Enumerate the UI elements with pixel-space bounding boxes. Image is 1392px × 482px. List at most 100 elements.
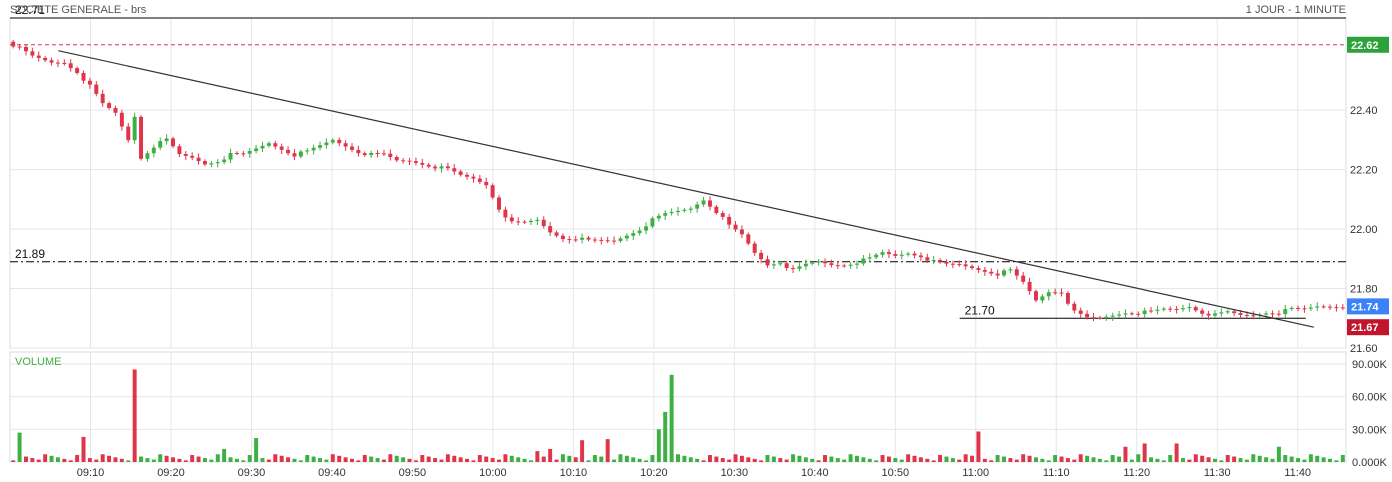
candle-body bbox=[1097, 317, 1102, 319]
volume-bar bbox=[1161, 460, 1166, 462]
volume-bar bbox=[541, 456, 546, 462]
candle-body bbox=[567, 239, 572, 241]
level-line-label: 21.89 bbox=[15, 247, 45, 261]
volume-bar bbox=[528, 460, 533, 462]
candle-body bbox=[605, 240, 610, 242]
volume-bar bbox=[1187, 459, 1192, 462]
volume-bar bbox=[337, 455, 342, 462]
volume-bar bbox=[803, 457, 808, 462]
candle-body bbox=[356, 149, 361, 154]
candle-body bbox=[1206, 313, 1211, 316]
volume-bar bbox=[177, 458, 182, 462]
volume-bar bbox=[381, 459, 386, 462]
volume-bar bbox=[503, 454, 508, 462]
volume-bar bbox=[356, 460, 361, 462]
volume-bar bbox=[107, 455, 112, 462]
volume-bar bbox=[931, 460, 936, 462]
x-tick-label: 09:50 bbox=[399, 467, 427, 479]
volume-bar bbox=[592, 455, 597, 462]
candle-body bbox=[381, 153, 386, 155]
volume-bar bbox=[171, 457, 175, 462]
volume-bar bbox=[1040, 458, 1045, 462]
volume-bar bbox=[445, 454, 450, 462]
volume-bar bbox=[886, 456, 891, 462]
candle-body bbox=[1251, 315, 1256, 317]
candle-body bbox=[420, 162, 425, 165]
volume-bar bbox=[688, 457, 693, 462]
volume-bar bbox=[509, 455, 514, 462]
volume-bar bbox=[1110, 455, 1115, 462]
volume-bar bbox=[1200, 455, 1205, 462]
volume-bar bbox=[222, 448, 227, 462]
volume-bar bbox=[624, 455, 629, 462]
volume-bar bbox=[401, 457, 406, 462]
candle-body bbox=[720, 213, 725, 217]
candle-body bbox=[1072, 303, 1077, 311]
volume-bar bbox=[880, 455, 885, 462]
candle-body bbox=[848, 264, 853, 266]
candle-body bbox=[1091, 317, 1096, 319]
candle-body bbox=[413, 161, 418, 163]
volume-bar bbox=[1085, 455, 1090, 462]
volume-bar bbox=[1014, 459, 1019, 462]
y-tick-label: 21.60 bbox=[1350, 343, 1378, 355]
volume-bar bbox=[202, 458, 207, 462]
x-tick-label: 09:40 bbox=[318, 467, 346, 479]
volume-bar bbox=[739, 455, 744, 462]
candle-body bbox=[107, 103, 112, 108]
candle-body bbox=[1117, 314, 1122, 316]
volume-bar bbox=[1136, 454, 1141, 462]
volume-bar bbox=[433, 458, 438, 462]
candle-body bbox=[522, 221, 527, 223]
candle-body bbox=[119, 112, 124, 127]
candle-body bbox=[17, 46, 22, 48]
volume-bar bbox=[43, 454, 48, 462]
candle-body bbox=[196, 157, 201, 162]
volume-bar bbox=[1328, 458, 1333, 462]
volume-bar bbox=[1251, 454, 1256, 462]
volume-bar bbox=[62, 458, 67, 462]
volume-bar bbox=[126, 460, 131, 462]
candle-body bbox=[247, 151, 252, 154]
candle-body bbox=[1200, 310, 1205, 314]
volume-bar bbox=[1193, 454, 1198, 462]
price-badge-label: 21.67 bbox=[1351, 322, 1379, 334]
candle-body bbox=[823, 261, 828, 264]
candle-body bbox=[298, 151, 303, 157]
candle-body bbox=[1276, 313, 1281, 315]
candle-body bbox=[100, 93, 105, 104]
candle-body bbox=[861, 258, 866, 264]
volume-bar bbox=[1212, 458, 1217, 462]
volume-bar bbox=[797, 455, 802, 462]
volume-bar bbox=[318, 458, 323, 462]
volume-bar bbox=[350, 458, 354, 462]
volume-bar bbox=[132, 369, 137, 462]
volume-bar bbox=[426, 456, 431, 462]
volume-bar bbox=[874, 460, 879, 462]
volume-bar bbox=[1142, 443, 1147, 462]
volume-bar bbox=[55, 457, 60, 462]
y-tick-label: 21.80 bbox=[1350, 284, 1378, 296]
candle-body bbox=[445, 166, 450, 169]
volume-bar bbox=[899, 459, 904, 462]
candle-body bbox=[1181, 308, 1185, 310]
candle-body bbox=[778, 263, 783, 265]
price-badge bbox=[1347, 36, 1389, 53]
candle-body bbox=[637, 230, 642, 234]
candle-body bbox=[586, 237, 591, 240]
candle-body bbox=[1308, 307, 1313, 309]
volume-bar bbox=[1059, 456, 1064, 462]
candle-body bbox=[682, 209, 687, 211]
volume-bar bbox=[599, 456, 604, 462]
trendline bbox=[58, 50, 1314, 328]
price-badge bbox=[1347, 298, 1389, 315]
volume-bar bbox=[330, 454, 335, 462]
volume-bar bbox=[477, 455, 482, 462]
volume-bar bbox=[637, 458, 642, 462]
candle-body bbox=[484, 181, 489, 186]
candle-body bbox=[318, 145, 323, 148]
volume-bar bbox=[375, 458, 380, 462]
candle-body bbox=[1033, 291, 1038, 301]
volume-bar bbox=[36, 459, 41, 462]
period-label: 1 JOUR - 1 MINUTE bbox=[1246, 4, 1346, 16]
